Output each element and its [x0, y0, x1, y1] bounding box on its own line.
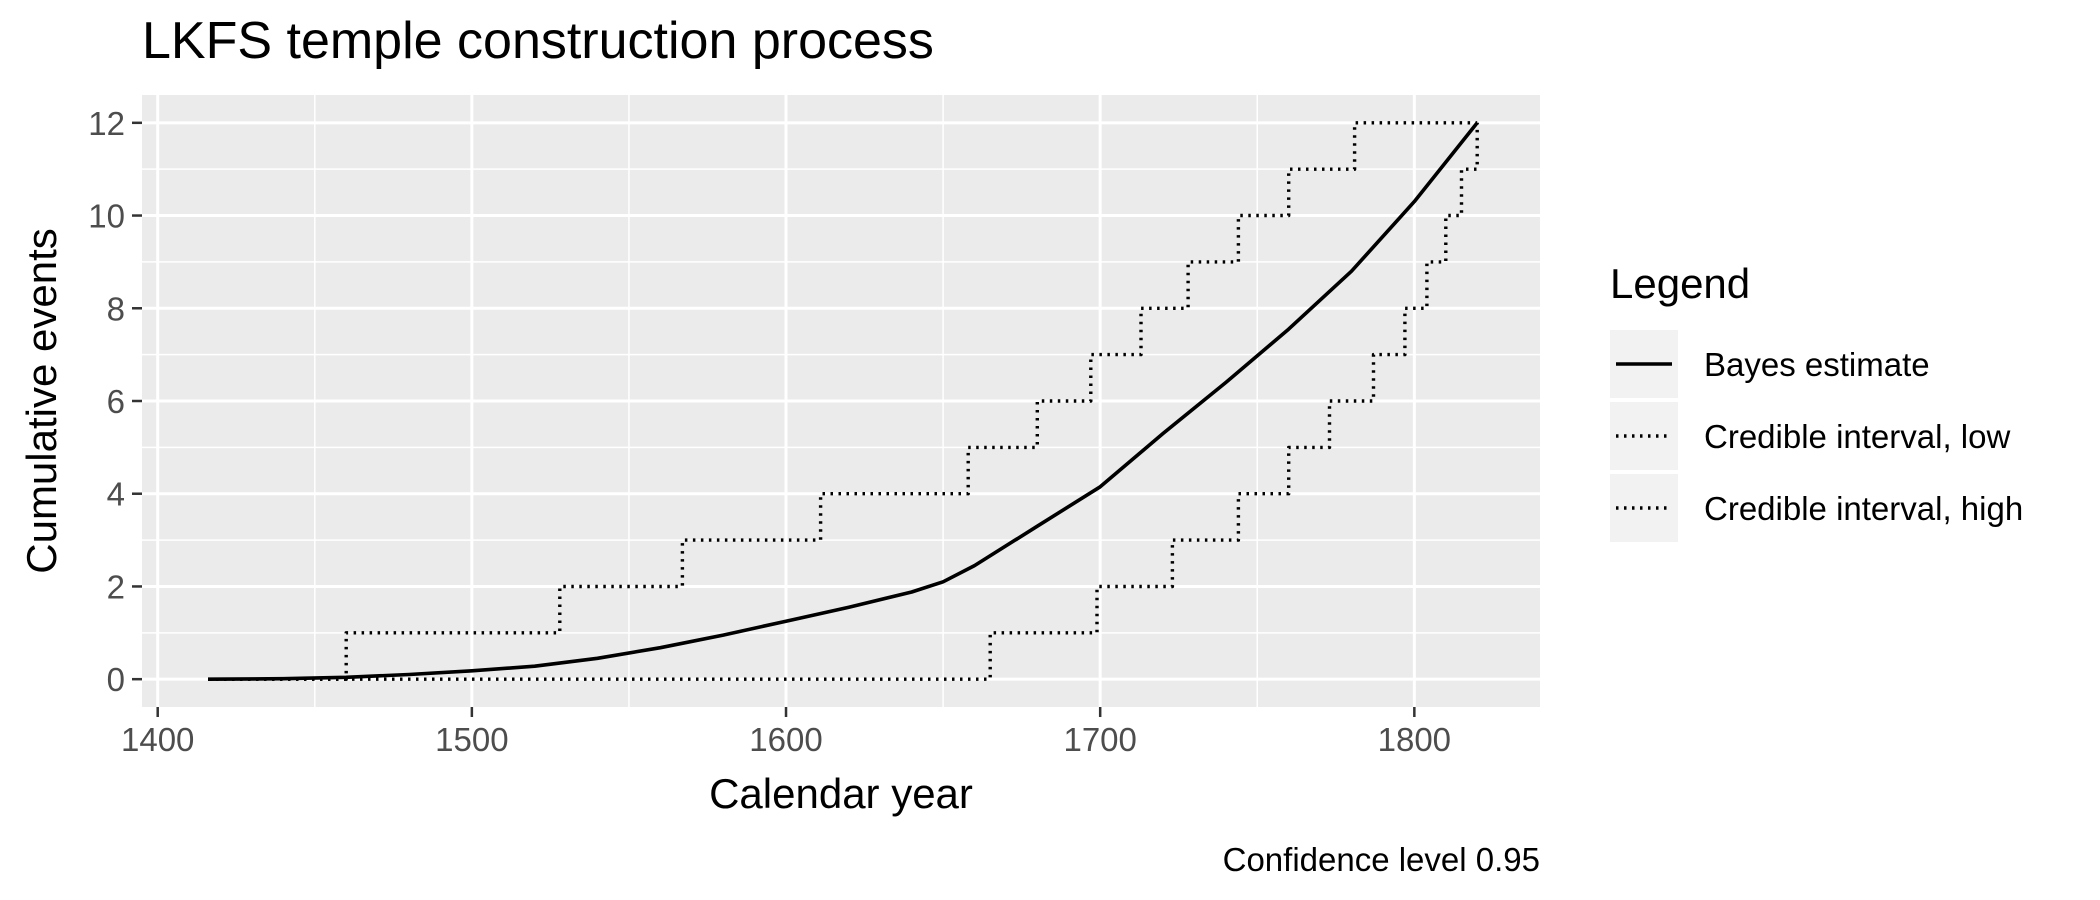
legend-label: Credible interval, low — [1704, 418, 2010, 455]
legend-label: Credible interval, high — [1704, 490, 2023, 527]
legend-title: Legend — [1610, 260, 1750, 307]
axis-ticks: 1400 1500 1600 1700 1800 0 2 4 6 8 10 12 — [88, 105, 1451, 758]
y-tick-label: 10 — [88, 198, 125, 235]
x-tick-label: 1700 — [1063, 721, 1136, 758]
y-tick-label: 4 — [107, 476, 125, 513]
chart-caption: Confidence level 0.95 — [1223, 841, 1540, 878]
x-axis-title: Calendar year — [709, 770, 973, 817]
y-tick-label: 2 — [107, 568, 125, 605]
x-tick-label: 1800 — [1378, 721, 1451, 758]
series-line-1 — [207, 121, 1479, 681]
series-line-3 — [208, 121, 1478, 681]
y-tick-label: 6 — [107, 383, 125, 420]
y-tick-label: 0 — [107, 661, 125, 698]
legend-label: Bayes estimate — [1704, 346, 1930, 383]
legend: Bayes estimate Credible interval, low Cred… — [1610, 330, 2023, 542]
y-axis-title: Cumulative events — [18, 228, 65, 574]
x-tick-label: 1600 — [749, 721, 822, 758]
x-tick-label: 1500 — [435, 721, 508, 758]
y-tick-label: 12 — [88, 105, 125, 142]
grid-lines — [142, 95, 1540, 707]
legend-key — [1610, 402, 1678, 470]
y-tick-label: 8 — [107, 290, 125, 327]
chart-title: LKFS temple construction process — [142, 12, 934, 70]
x-tick-label: 1400 — [121, 721, 194, 758]
legend-key — [1610, 474, 1678, 542]
series-layer — [207, 121, 1479, 681]
